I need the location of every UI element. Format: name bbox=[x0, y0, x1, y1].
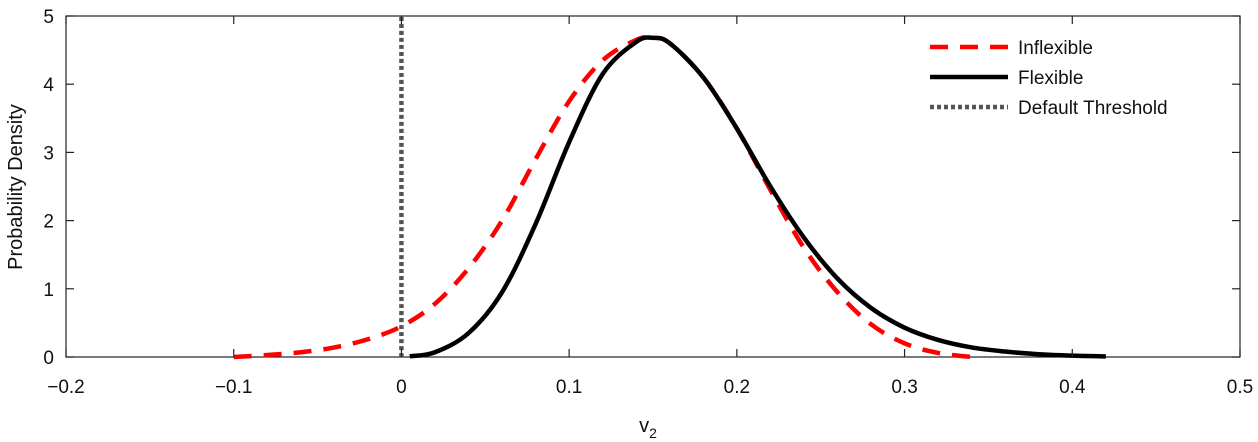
plot-area bbox=[65, 15, 1241, 360]
x-tick-label: −0.2 bbox=[47, 377, 85, 398]
legend-label: Inflexible bbox=[1018, 38, 1093, 59]
series-line-flexible bbox=[409, 35, 1106, 359]
legend-label: Flexible bbox=[1018, 68, 1083, 89]
x-tick-label: 0.3 bbox=[891, 377, 917, 398]
y-axis: 0 1 2 3 4 5 bbox=[43, 7, 1240, 369]
x-tick-label: −0.1 bbox=[215, 377, 253, 398]
x-axis: −0.2 −0.1 0 0.1 0.2 0.3 0.4 0.5 bbox=[47, 16, 1253, 398]
legend-label: Default Threshold bbox=[1018, 98, 1168, 119]
y-tick-label: 4 bbox=[43, 75, 54, 96]
y-tick-label: 3 bbox=[43, 143, 54, 164]
series-line-inflexible bbox=[233, 34, 972, 360]
y-tick-label: 0 bbox=[43, 348, 54, 369]
x-tick-label: 0.4 bbox=[1059, 377, 1086, 398]
y-tick-label: 2 bbox=[43, 212, 54, 233]
x-tick-label: 0 bbox=[396, 377, 407, 398]
legend: Inflexible Flexible Default Threshold bbox=[930, 38, 1168, 119]
x-tick-label: 0.1 bbox=[556, 377, 582, 398]
axes-box bbox=[65, 15, 1241, 358]
x-tick-label: 0.2 bbox=[724, 377, 750, 398]
y-tick-label: 1 bbox=[43, 280, 54, 301]
y-tick-label: 5 bbox=[43, 7, 54, 28]
x-tick-label: 0.5 bbox=[1227, 377, 1253, 398]
y-axis-title: Probability Density bbox=[5, 104, 27, 270]
x-axis-title: v2 bbox=[639, 415, 657, 441]
